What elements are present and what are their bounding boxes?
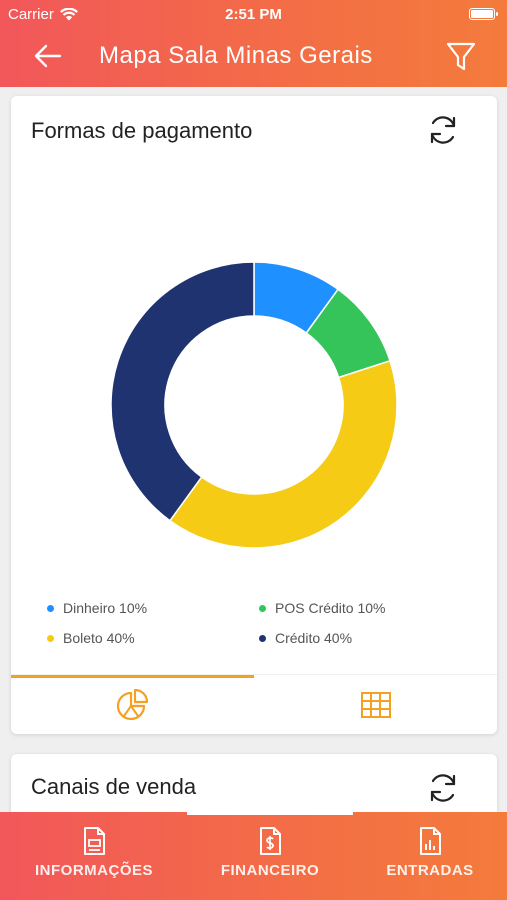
bottom-navigation: INFORMAÇÕES FINANCEIRO ENTRADAS <box>0 812 507 900</box>
bottom-nav-label: FINANCEIRO <box>220 862 320 879</box>
pie-chart-icon <box>116 688 148 721</box>
payment-donut-chart <box>110 261 398 549</box>
page-title: Mapa Sala Minas Gerais <box>99 42 373 69</box>
bottom-nav-informacoes[interactable]: INFORMAÇÕES <box>24 812 164 900</box>
tab-table-view[interactable] <box>254 675 497 735</box>
filter-icon[interactable] <box>445 40 477 74</box>
tab-active-indicator <box>11 675 254 678</box>
bottom-nav-label: ENTRADAS <box>386 862 474 879</box>
document-icon <box>84 827 105 855</box>
arrow-left-icon[interactable] <box>30 40 66 72</box>
bottom-nav-active-indicator <box>187 812 353 815</box>
bottom-nav-entradas[interactable]: ENTRADAS <box>360 812 500 900</box>
carrier-status: Carrier <box>8 6 78 23</box>
report-chart-icon <box>420 827 441 855</box>
donut-slice-cr-dito[interactable] <box>110 261 255 522</box>
wifi-icon <box>59 8 78 21</box>
legend-label: Dinheiro 10% <box>63 600 148 616</box>
legend-dot <box>47 604 54 612</box>
view-tabs <box>11 674 497 734</box>
card-title: Formas de pagamento <box>31 118 253 143</box>
refresh-icon[interactable] <box>425 112 461 148</box>
legend-item-pos-credito: POS Crédito 10% <box>259 600 386 616</box>
table-icon <box>360 692 391 718</box>
legend-item-credito: Crédito 40% <box>259 630 352 646</box>
card-title: Canais de venda <box>31 774 197 799</box>
legend-item-boleto: Boleto 40% <box>47 630 135 646</box>
battery-level <box>471 10 493 18</box>
refresh-icon[interactable] <box>425 770 461 806</box>
status-bar: Carrier 2:51 PM <box>0 0 507 28</box>
bottom-nav-financeiro[interactable]: FINANCEIRO <box>200 812 340 900</box>
legend-dot <box>259 604 266 612</box>
status-time: 2:51 PM <box>225 6 282 23</box>
payment-methods-card: Formas de pagamento Dinheiro 10% POS Cré… <box>11 96 497 734</box>
donut-slice-boleto[interactable] <box>168 359 398 549</box>
nav-bar: Mapa Sala Minas Gerais <box>0 30 507 82</box>
legend-dot <box>47 634 54 642</box>
carrier-label: Carrier <box>8 6 54 23</box>
battery-icon <box>469 8 498 20</box>
tab-chart-view[interactable] <box>11 675 254 735</box>
legend-label: POS Crédito 10% <box>275 600 386 616</box>
legend-dot <box>259 634 266 642</box>
bottom-nav-label: INFORMAÇÕES <box>35 862 153 879</box>
legend-label: Boleto 40% <box>63 630 135 646</box>
legend-item-dinheiro: Dinheiro 10% <box>47 600 147 616</box>
app-header: Carrier 2:51 PM Mapa Sala Minas Gerais <box>0 0 507 87</box>
invoice-dollar-icon <box>260 827 281 855</box>
legend-label: Crédito 40% <box>275 630 353 646</box>
